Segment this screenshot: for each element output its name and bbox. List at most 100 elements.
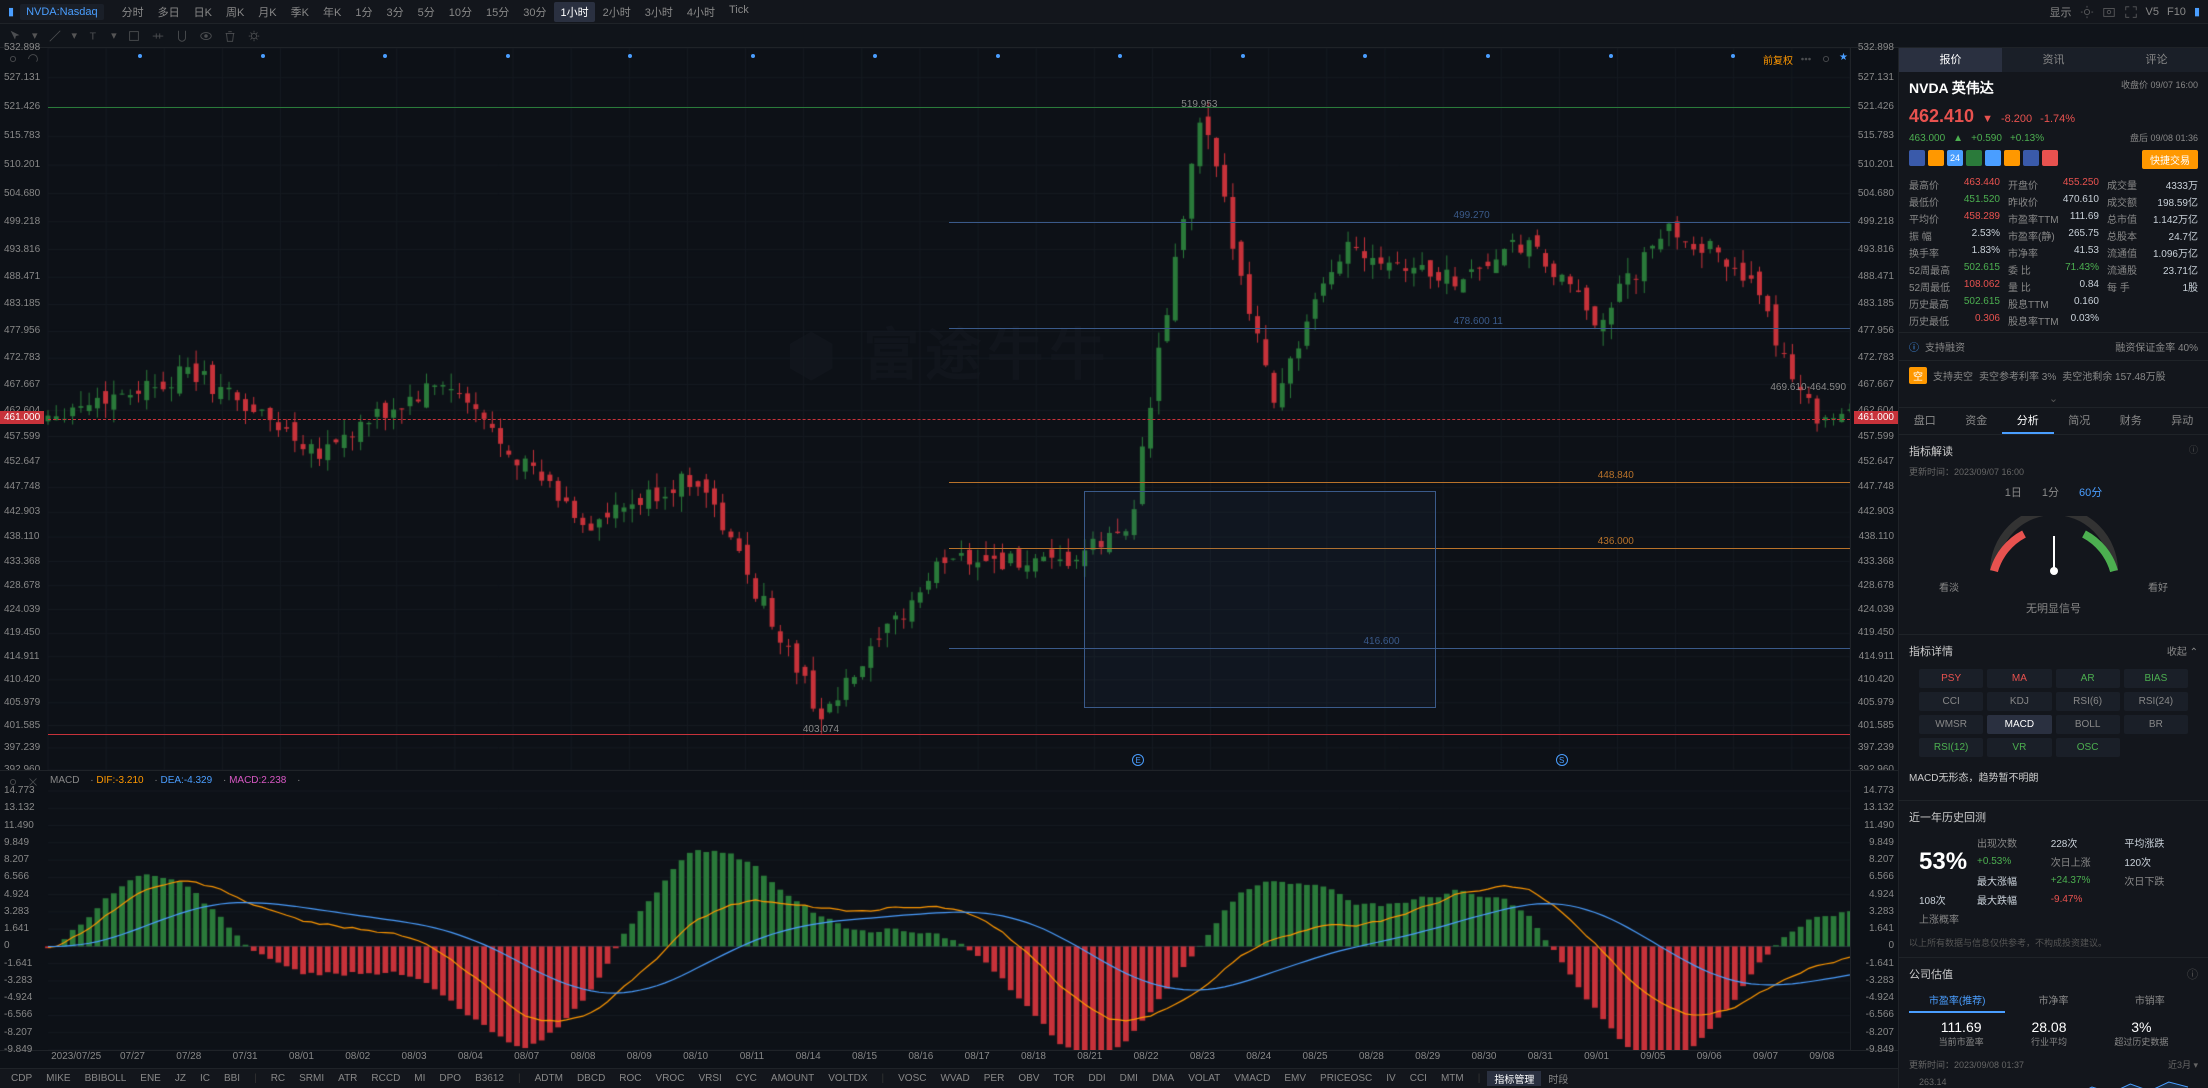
chart-settings-icon[interactable] [6,52,20,66]
chart-gear-icon[interactable] [1819,52,1833,66]
f10-button[interactable]: F10 [2167,6,2186,18]
side-tab-资讯[interactable]: 资讯 [2002,48,2105,72]
timeframe-季K[interactable]: 季K [285,2,315,22]
timeframe-3小时[interactable]: 3小时 [639,2,679,22]
timeframe-分时[interactable]: 分时 [116,2,150,22]
indicator-CCI[interactable]: CCI [1403,1073,1434,1084]
gear-tool-icon[interactable] [247,29,261,43]
subtab-财务[interactable]: 财务 [2105,408,2157,434]
ind-btn-BOLL[interactable]: BOLL [2056,715,2120,734]
indicator-CDP[interactable]: CDP [4,1073,39,1084]
indicator-VROC[interactable]: VROC [649,1073,692,1084]
ind-btn-MACD[interactable]: MACD [1987,715,2051,734]
layout-icon[interactable]: ▮ [8,5,14,18]
ind-btn-RSI(12)[interactable]: RSI(12) [1919,738,1983,757]
indicator-PRICEOSC[interactable]: PRICEOSC [1313,1073,1379,1084]
indicator-VRSI[interactable]: VRSI [691,1073,728,1084]
price-chart[interactable]: 前复权 ★ ⬢ 富途牛牛 532.898527.131521.426515.78… [0,48,1898,770]
indicator-DBCD[interactable]: DBCD [570,1073,612,1084]
star-icon[interactable]: ★ [1839,52,1848,67]
timeframe-30分[interactable]: 30分 [517,2,552,22]
ind-btn-RSI(24)[interactable]: RSI(24) [2124,692,2188,711]
timeframe-多日[interactable]: 多日 [152,2,186,22]
eye-tool-icon[interactable] [199,29,213,43]
ind-btn-VR[interactable]: VR [1987,738,2051,757]
timeframe-15分[interactable]: 15分 [480,2,515,22]
indicator-时段[interactable]: 时段 [1541,1071,1575,1086]
timeframe-2小时[interactable]: 2小时 [597,2,637,22]
timeframe-Tick[interactable]: Tick [723,2,755,22]
macd-close-icon[interactable] [26,775,40,789]
indicator-DPO[interactable]: DPO [432,1073,468,1084]
indicator-BBI[interactable]: BBI [217,1073,247,1084]
ind-btn-RSI(6)[interactable]: RSI(6) [2056,692,2120,711]
period-1日[interactable]: 1日 [2005,484,2022,500]
indicator-ATR[interactable]: ATR [331,1073,364,1084]
indicator-DDI[interactable]: DDI [1081,1073,1112,1084]
indicator-VMACD[interactable]: VMACD [1227,1073,1277,1084]
indicator-DMI[interactable]: DMI [1113,1073,1145,1084]
indicator-VOSC[interactable]: VOSC [891,1073,933,1084]
timeframe-1小时[interactable]: 1小时 [554,2,594,22]
fq-label[interactable]: 前复权 [1763,52,1793,67]
ind-btn-WMSR[interactable]: WMSR [1919,715,1983,734]
timeframe-日K[interactable]: 日K [188,2,218,22]
cursor-tool-icon[interactable] [8,29,22,43]
ind-btn-PSY[interactable]: PSY [1919,669,1983,688]
indicator-DMA[interactable]: DMA [1145,1073,1181,1084]
subtab-异动[interactable]: 异动 [2157,408,2208,434]
shape-tool-icon[interactable] [127,29,141,43]
indicator-VOLTDX[interactable]: VOLTDX [821,1073,874,1084]
line-tool-icon[interactable] [48,29,62,43]
timeframe-10分[interactable]: 10分 [443,2,478,22]
timeframe-月K[interactable]: 月K [252,2,282,22]
indicator-MI[interactable]: MI [407,1073,432,1084]
v5-button[interactable]: V5 [2146,6,2159,18]
indicator-ADTM[interactable]: ADTM [528,1073,570,1084]
timeframe-3分[interactable]: 3分 [380,2,409,22]
ind-btn-KDJ[interactable]: KDJ [1987,692,2051,711]
ind-btn-MA[interactable]: MA [1987,669,2051,688]
subtab-简况[interactable]: 简况 [2054,408,2106,434]
indicator-IV[interactable]: IV [1379,1073,1402,1084]
val-tab-市盈率(推荐)[interactable]: 市盈率(推荐) [1909,988,2005,1013]
quick-trade-button[interactable]: 快捷交易 [2142,150,2198,169]
ind-btn-OSC[interactable]: OSC [2056,738,2120,757]
indicator-TOR[interactable]: TOR [1046,1073,1081,1084]
text-tool-icon[interactable]: T [87,29,101,43]
indicator-WVAD[interactable]: WVAD [933,1073,976,1084]
subtab-分析[interactable]: 分析 [2002,408,2054,434]
display-toggle[interactable]: 显示 [2050,4,2072,20]
indicator-BBIBOLL[interactable]: BBIBOLL [78,1073,134,1084]
indicator-指标管理[interactable]: 指标管理 [1487,1071,1541,1086]
period-60分[interactable]: 60分 [2079,484,2102,500]
settings-icon[interactable] [2080,5,2094,19]
ind-btn-CCI[interactable]: CCI [1919,692,1983,711]
timeframe-4小时[interactable]: 4小时 [681,2,721,22]
dividend-marker[interactable]: S [1556,754,1568,766]
camera-icon[interactable] [2102,5,2116,19]
indicator-RCCD[interactable]: RCCD [364,1073,407,1084]
indicator-EMV[interactable]: EMV [1277,1073,1313,1084]
indicator-CYC[interactable]: CYC [729,1073,764,1084]
ind-btn-BR[interactable]: BR [2124,715,2188,734]
indicator-MIKE[interactable]: MIKE [39,1073,77,1084]
timeframe-周K[interactable]: 周K [220,2,250,22]
indicator-SRMI[interactable]: SRMI [292,1073,331,1084]
indicator-OBV[interactable]: OBV [1011,1073,1046,1084]
side-tab-评论[interactable]: 评论 [2105,48,2208,72]
side-tab-报价[interactable]: 报价 [1899,48,2002,72]
period-1分[interactable]: 1分 [2042,484,2059,500]
indicator-JZ[interactable]: JZ [168,1073,193,1084]
fullscreen-icon[interactable] [2124,5,2138,19]
symbol-box[interactable]: NVDA:Nasdaq [20,4,104,20]
indicator-MTM[interactable]: MTM [1434,1073,1471,1084]
subtab-资金[interactable]: 资金 [1951,408,2003,434]
timeframe-5分[interactable]: 5分 [412,2,441,22]
indicator-VOLAT[interactable]: VOLAT [1181,1073,1227,1084]
subtab-盘口[interactable]: 盘口 [1899,408,1951,434]
sidebar-toggle-icon[interactable]: ▮ [2194,5,2200,18]
trash-tool-icon[interactable] [223,29,237,43]
timeframe-1分[interactable]: 1分 [349,2,378,22]
indicator-IC[interactable]: IC [193,1073,217,1084]
